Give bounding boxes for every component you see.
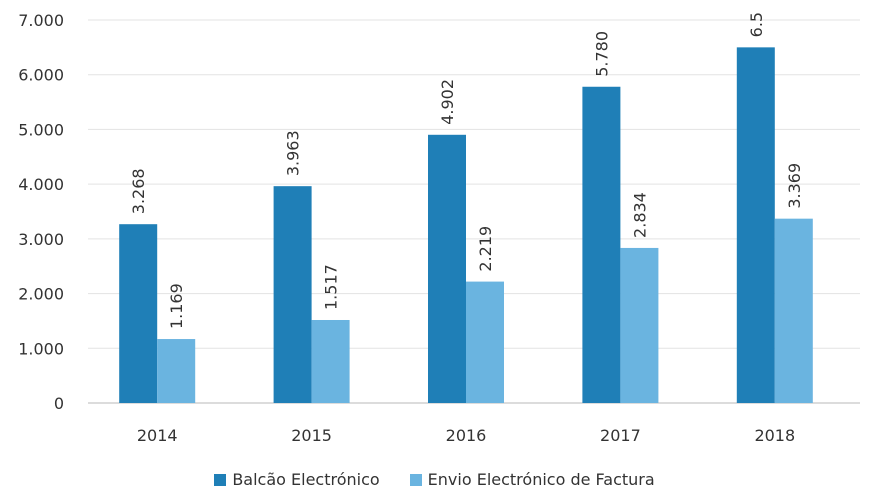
- bar-envio: [311, 319, 350, 403]
- legend-swatch-balcao: [214, 473, 227, 486]
- data-label: 2.834: [630, 192, 649, 238]
- x-tick-label: 2018: [754, 426, 795, 445]
- data-label: 4.902: [438, 79, 457, 125]
- y-tick-label: 2.000: [18, 285, 64, 304]
- x-tick-label: 2016: [446, 426, 487, 445]
- y-tick-label: 4.000: [18, 175, 64, 194]
- legend: Balcão Electrónico Envio Electrónico de …: [0, 470, 869, 489]
- legend-label-envio: Envio Electrónico de Factura: [427, 470, 655, 489]
- bar-balcao: [119, 224, 158, 403]
- y-tick-label: 7.000: [18, 11, 64, 30]
- data-label: 1.517: [322, 264, 341, 310]
- bar-balcao: [428, 134, 466, 403]
- data-label: 3.268: [129, 168, 148, 214]
- y-tick-label: 6.000: [18, 66, 64, 85]
- legend-item-balcao: Balcão Electrónico: [214, 470, 380, 489]
- bar-envio: [157, 339, 196, 403]
- x-tick-label: 2015: [291, 426, 332, 445]
- data-label: 3.963: [284, 130, 303, 176]
- legend-item-envio: Envio Electrónico de Factura: [409, 470, 655, 489]
- bar-balcao: [273, 186, 312, 403]
- data-label: 2.219: [476, 226, 495, 272]
- bar-envio: [620, 247, 659, 403]
- bar-balcao: [736, 47, 775, 403]
- legend-swatch-envio: [409, 473, 422, 486]
- x-tick-label: 2017: [600, 426, 641, 445]
- data-label: 6.5: [747, 12, 766, 37]
- data-label: 3.369: [785, 163, 804, 209]
- data-label: 1.169: [167, 283, 186, 329]
- y-tick-label: 0: [54, 394, 64, 413]
- bar-chart: 0 1.000 2.000 3.000 4.000 5.000 6.000 7.000 3.26…: [18, 11, 860, 445]
- y-tick-label: 5.000: [18, 120, 64, 139]
- y-tick-label: 1.000: [18, 339, 64, 358]
- legend-label-balcao: Balcão Electrónico: [232, 470, 380, 489]
- data-label: 5.780: [592, 31, 611, 77]
- x-tick-label: 2014: [137, 426, 178, 445]
- y-tick-label: 3.000: [18, 230, 64, 249]
- bar-envio: [774, 218, 813, 403]
- bar-envio: [466, 281, 504, 403]
- bar-balcao: [582, 86, 621, 403]
